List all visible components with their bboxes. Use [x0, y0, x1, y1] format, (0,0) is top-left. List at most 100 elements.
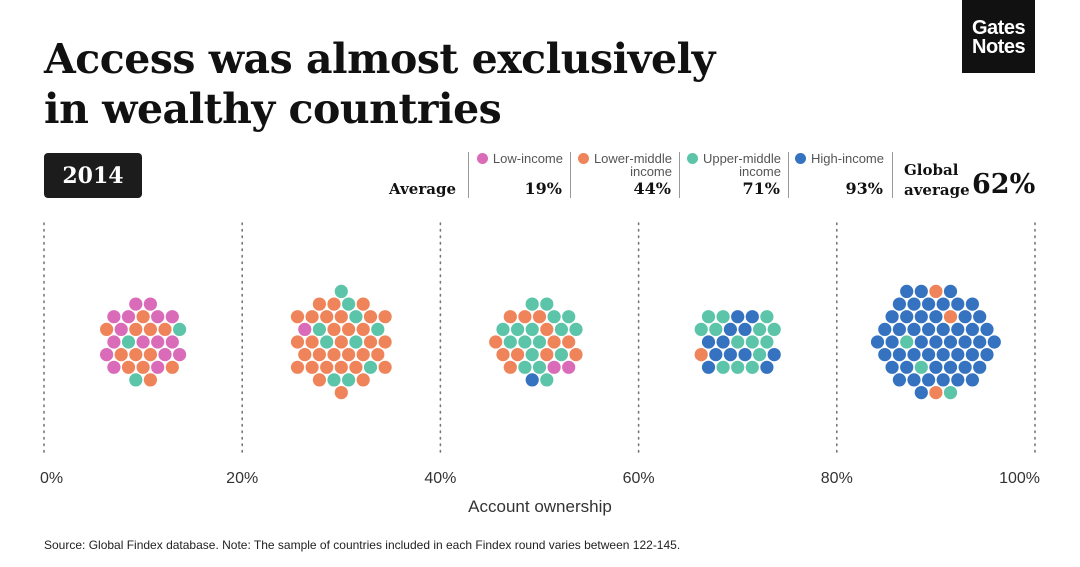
country-dot-upper-middle: [760, 310, 774, 324]
country-dot-high: [922, 373, 936, 387]
country-dot-high: [900, 284, 914, 298]
country-dot-upper-middle: [767, 322, 781, 336]
country-dot-upper-middle: [760, 335, 774, 349]
country-dot-upper-middle: [709, 322, 723, 336]
country-dot-lower-middle: [378, 360, 392, 374]
country-dot-upper-middle: [569, 322, 583, 336]
country-dot-lower-middle: [510, 348, 525, 362]
country-dot-high: [922, 322, 936, 336]
country-dot-high: [892, 348, 907, 362]
country-dot-high: [936, 322, 950, 336]
legend-value: 71%: [742, 179, 780, 198]
country-dot-low: [165, 310, 179, 324]
source-note: Source: Global Findex database. Note: Th…: [44, 538, 681, 552]
global-average-label: Global average: [904, 160, 970, 200]
country-dot-high: [878, 322, 892, 336]
country-dot-high: [929, 335, 943, 349]
country-dot-high: [987, 335, 1001, 349]
country-dot-upper-middle: [525, 297, 539, 311]
country-dot-upper-middle: [525, 322, 539, 336]
country-dot-lower-middle: [378, 310, 392, 324]
legend-dot-icon: [795, 153, 807, 164]
legend-label: High-income: [811, 151, 884, 166]
country-dot-lower-middle: [540, 322, 554, 336]
country-dot-high: [965, 348, 980, 362]
x-tick-label: 0%: [40, 470, 63, 487]
country-dot-lower-middle: [694, 348, 708, 362]
country-dot-upper-middle: [173, 322, 187, 336]
legend-name: High-income: [795, 152, 884, 165]
country-dot-low: [173, 348, 187, 362]
country-dot-lower-middle: [334, 360, 348, 374]
country-dot-high: [936, 297, 950, 311]
country-dot-high: [716, 335, 730, 349]
country-dot-high: [907, 348, 921, 362]
country-dot-upper-middle: [540, 373, 554, 387]
country-dot-lower-middle: [349, 360, 363, 374]
country-dot-lower-middle: [562, 335, 576, 349]
country-dot-lower-middle: [334, 335, 348, 349]
country-dot-high: [943, 284, 958, 298]
country-dot-lower-middle: [929, 284, 943, 298]
country-dot-lower-middle: [129, 348, 143, 362]
country-dot-lower-middle: [496, 348, 510, 362]
logo-line-2: Notes: [972, 36, 1026, 58]
country-dot-upper-middle: [312, 322, 326, 336]
country-dot-low: [107, 360, 121, 374]
country-dot-low: [107, 335, 121, 349]
country-dot-high: [900, 360, 914, 374]
chart-title: Access was almost exclusively in wealthy…: [44, 34, 716, 134]
country-dot-upper-middle: [540, 297, 554, 311]
country-dot-upper-middle: [363, 360, 378, 374]
country-dot-lower-middle: [327, 297, 341, 311]
country-dot-low: [165, 335, 179, 349]
country-dot-lower-middle: [569, 348, 583, 362]
gates-notes-logo[interactable]: Gates Notes: [962, 0, 1035, 73]
country-dot-high: [907, 297, 921, 311]
legend-value: 93%: [845, 179, 883, 198]
country-dot-high: [914, 310, 928, 324]
country-dot-high: [738, 322, 752, 336]
country-dot-lower-middle: [363, 335, 378, 349]
country-dot-low: [114, 322, 128, 336]
legend-dot-icon: [577, 153, 589, 164]
x-tick-label: 20%: [226, 470, 258, 487]
x-tick-label: 80%: [821, 470, 853, 487]
country-dot-upper-middle: [943, 386, 958, 400]
country-dot-high: [973, 335, 987, 349]
country-dot-lower-middle: [371, 348, 385, 362]
country-dot-lower-middle: [158, 322, 172, 336]
country-dot-lower-middle: [547, 335, 561, 349]
legend-value: 44%: [633, 179, 671, 198]
country-dot-lower-middle: [290, 335, 305, 349]
country-dot-low: [562, 360, 576, 374]
country-dot-high: [936, 348, 950, 362]
country-dot-high: [885, 335, 899, 349]
country-dot-upper-middle: [121, 335, 136, 349]
country-dot-high: [980, 322, 994, 336]
country-dot-high: [900, 310, 914, 324]
legend-upper-middle: Upper-middle income 71%: [679, 152, 789, 198]
country-dot-lower-middle: [356, 373, 370, 387]
country-dot-low: [151, 335, 165, 349]
country-dot-high: [929, 310, 943, 324]
x-tick-label: 60%: [623, 470, 655, 487]
country-dot-upper-middle: [518, 360, 532, 374]
country-dot-lower-middle: [929, 386, 943, 400]
country-dot-high: [745, 310, 759, 324]
global-separator: [892, 152, 893, 198]
legend-name: Upper-middle income: [686, 152, 781, 178]
title-line-1: Access was almost exclusively: [44, 35, 716, 83]
legend-value: 19%: [524, 179, 562, 198]
country-dot-low: [100, 348, 114, 362]
country-dot-high: [701, 335, 716, 349]
legend-name: Low-income: [476, 152, 563, 165]
country-dot-upper-middle: [342, 297, 356, 311]
country-dot-high: [958, 310, 972, 324]
legend-high: High-income 93%: [788, 152, 892, 198]
country-dot-low: [129, 297, 143, 311]
country-dot-high: [914, 386, 928, 400]
country-dot-high: [951, 373, 965, 387]
country-dot-upper-middle: [745, 360, 759, 374]
country-dot-lower-middle: [363, 310, 378, 324]
